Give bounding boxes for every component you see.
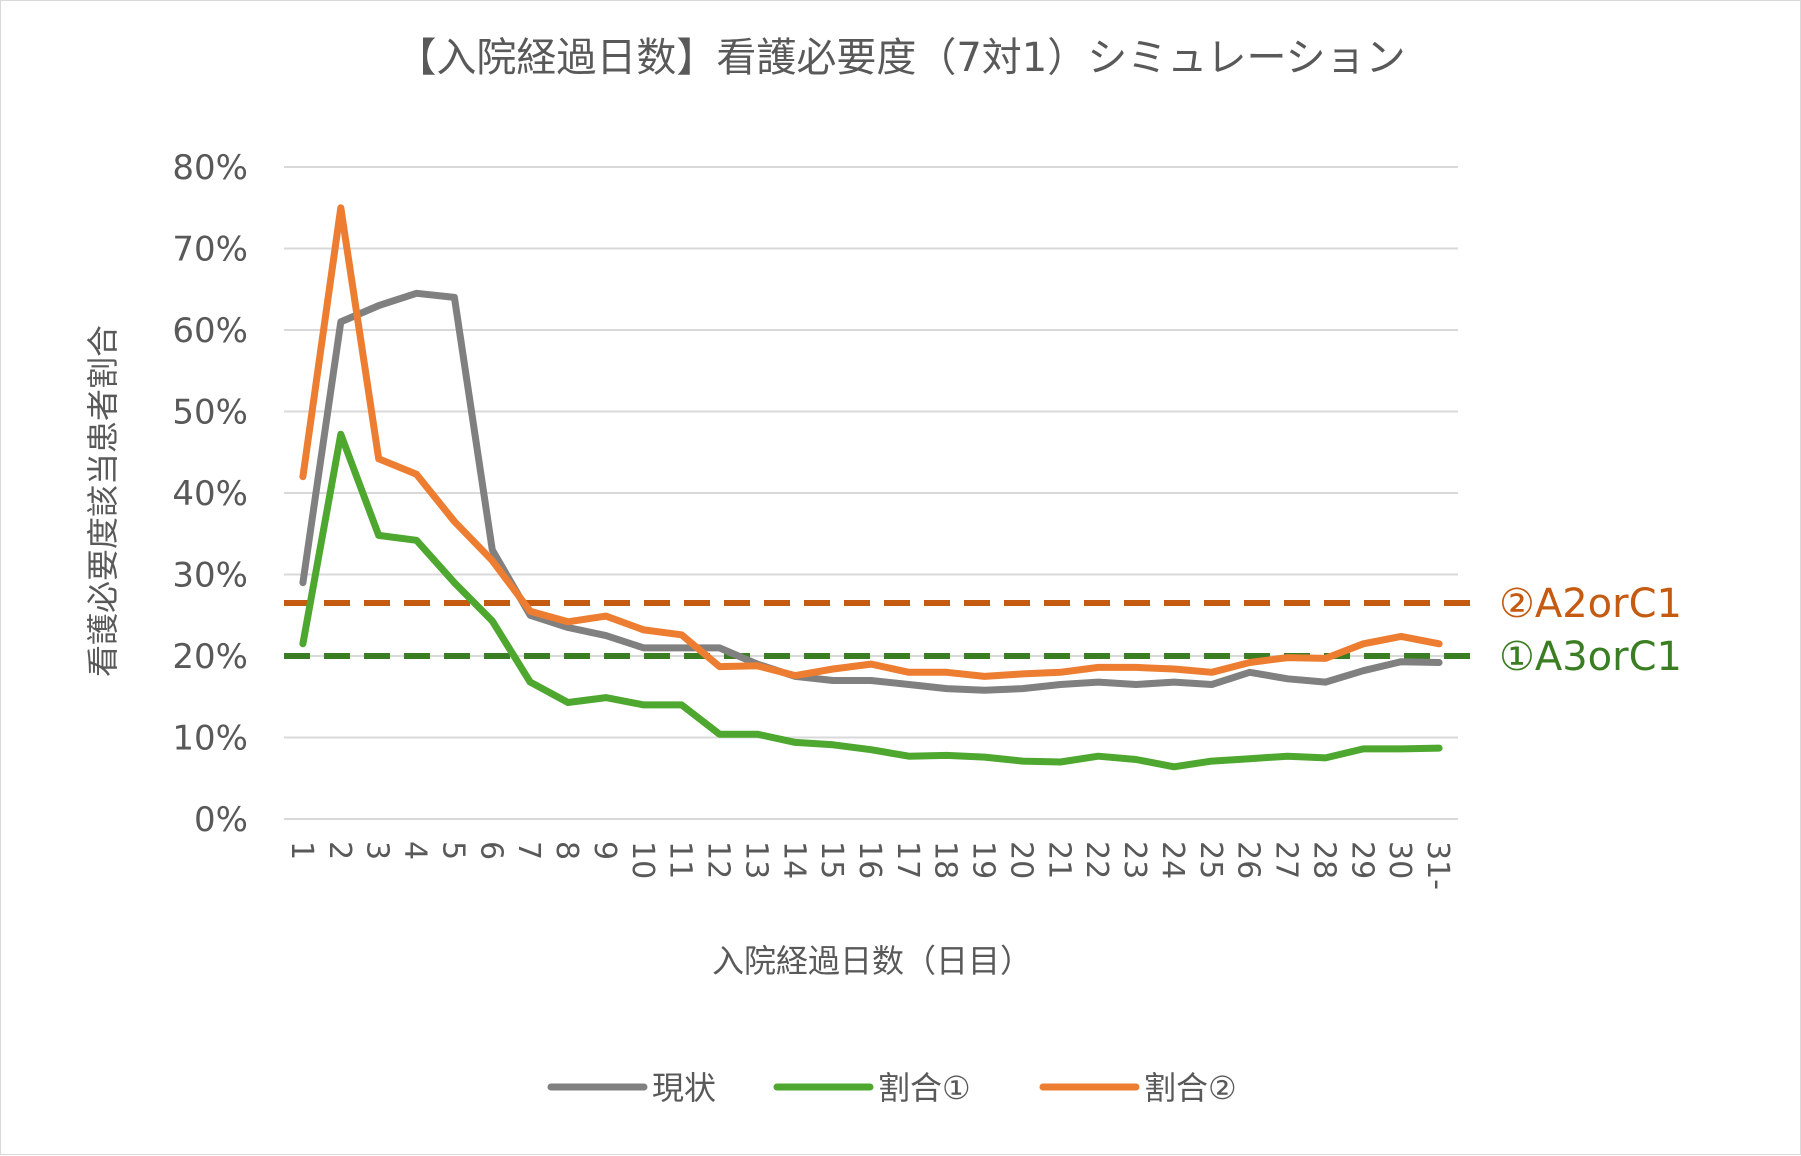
x-tick-label: 29 bbox=[1344, 841, 1379, 879]
x-tick-label: 16 bbox=[852, 841, 887, 879]
x-tick-label: 6 bbox=[473, 841, 508, 860]
y-axis-label: 看護必要度該当患者割合 bbox=[84, 325, 122, 677]
y-tick-label: 80% bbox=[172, 148, 248, 188]
x-tick-label: 24 bbox=[1155, 841, 1190, 879]
y-tick-label: 0% bbox=[194, 800, 248, 840]
x-tick-label: 7 bbox=[511, 841, 546, 860]
legend-label: 割合② bbox=[1144, 1069, 1237, 1107]
x-tick-label: 26 bbox=[1231, 841, 1266, 879]
x-tick-label: 30 bbox=[1382, 841, 1417, 879]
x-tick-label: 11 bbox=[663, 841, 698, 879]
x-tick-label: 18 bbox=[928, 841, 963, 879]
reference-line-label: ②A2orC1 bbox=[1499, 581, 1682, 627]
series-lines bbox=[299, 204, 1443, 771]
x-tick-label: 2 bbox=[322, 841, 357, 860]
y-tick-labels: 0% 10% 20% 30% 40% 50% 60% 70% 80% bbox=[172, 148, 248, 840]
x-tick-label: 25 bbox=[1193, 841, 1228, 879]
x-tick-label: 15 bbox=[814, 841, 849, 879]
x-tick-label: 10 bbox=[625, 841, 660, 879]
x-tick-labels: 1 2 3 4 5 6 7 8 9 10 11 12 13 14 15 16 17 18 19 20 21 22 23 24 2… bbox=[284, 841, 1455, 890]
chart-title: 【入院経過日数】看護必要度（7対1）シミュレーション bbox=[396, 35, 1405, 81]
y-tick-label: 20% bbox=[172, 637, 248, 677]
x-tick-label: 23 bbox=[1117, 841, 1152, 879]
y-tick-label: 60% bbox=[172, 311, 248, 351]
x-tick-label: 28 bbox=[1306, 841, 1341, 879]
x-tick-label: 9 bbox=[587, 841, 622, 860]
y-tick-label: 40% bbox=[172, 474, 248, 514]
y-tick-label: 10% bbox=[172, 719, 248, 759]
x-tick-label: 31- bbox=[1420, 841, 1455, 890]
x-tick-label: 20 bbox=[1003, 841, 1038, 879]
x-tick-label: 27 bbox=[1269, 841, 1304, 879]
series-line bbox=[299, 430, 1443, 771]
x-tick-label: 22 bbox=[1079, 841, 1114, 879]
series-line bbox=[299, 204, 1443, 680]
x-tick-label: 8 bbox=[549, 841, 584, 860]
x-tick-label: 14 bbox=[776, 841, 811, 879]
x-tick-label: 3 bbox=[360, 841, 395, 860]
x-tick-label: 17 bbox=[890, 841, 925, 879]
y-tick-label: 50% bbox=[172, 393, 248, 433]
y-tick-label: 70% bbox=[172, 230, 248, 270]
legend-label: 現状 bbox=[652, 1069, 716, 1107]
reference-lines: ②A2orC1 ①A3orC1 bbox=[284, 581, 1682, 680]
x-axis-label: 入院経過日数（日目） bbox=[712, 942, 1032, 980]
x-tick-label: 13 bbox=[738, 841, 773, 879]
x-tick-label: 1 bbox=[284, 841, 319, 860]
reference-line-label: ①A3orC1 bbox=[1499, 634, 1682, 680]
legend-label: 割合① bbox=[878, 1069, 971, 1107]
grid bbox=[284, 166, 1458, 820]
series-line bbox=[299, 289, 1443, 694]
y-tick-label: 30% bbox=[172, 556, 248, 596]
x-tick-label: 5 bbox=[435, 841, 470, 860]
legend: 現状 割合① 割合② bbox=[547, 1069, 1237, 1107]
x-tick-label: 19 bbox=[966, 841, 1001, 879]
x-tick-label: 21 bbox=[1041, 841, 1076, 879]
x-tick-label: 12 bbox=[701, 841, 736, 879]
x-tick-label: 4 bbox=[398, 841, 433, 860]
